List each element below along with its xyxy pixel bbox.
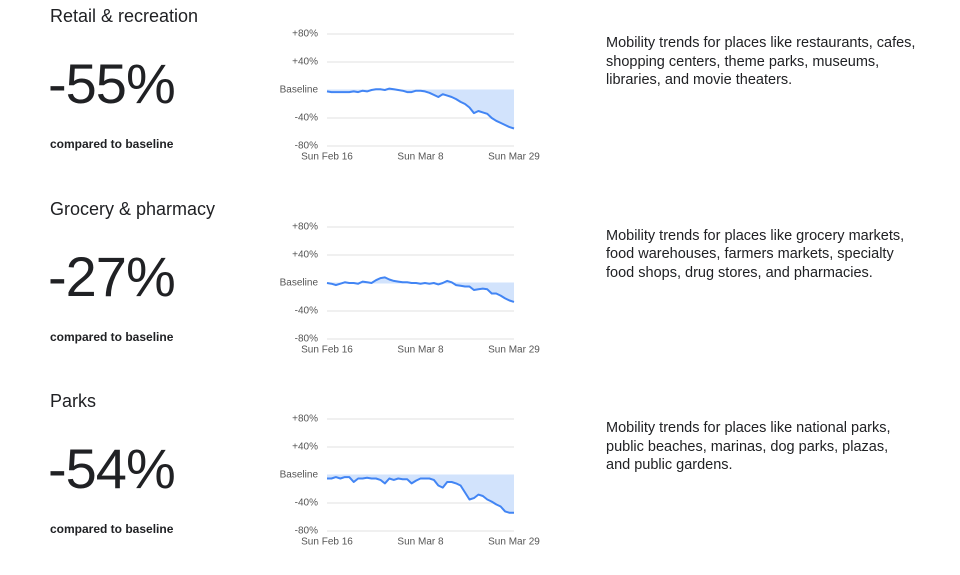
line	[327, 476, 514, 514]
y-tick-label: -40%	[295, 305, 318, 316]
x-tick-label: Sun Mar 29	[488, 537, 540, 548]
description: Mobility trends for places like grocery …	[606, 227, 905, 281]
y-tick-label: -40%	[295, 113, 318, 124]
page: Retail & recreation -55% compared to basel…	[0, 0, 960, 548]
y-tick-label: -40%	[295, 498, 318, 509]
headline-value: -54%	[48, 437, 176, 500]
y-tick-label: +80%	[292, 221, 318, 232]
y-tick-label: Baseline	[280, 85, 319, 96]
y-tick-label: +80%	[292, 29, 318, 40]
panel: Parks -54% compared to baseline Mobility tr…	[0, 385, 960, 575]
panel: Retail & recreation -55% compared to basel…	[0, 0, 960, 190]
y-tick-label: -80%	[295, 141, 318, 152]
x-tick-label: Sun Mar 29	[488, 344, 540, 355]
y-tick-label: +80%	[292, 414, 318, 425]
x-tick-label: Sun Feb 16	[301, 537, 353, 548]
x-tick-label: Sun Feb 16	[301, 152, 353, 163]
y-tick-label: -80%	[295, 526, 318, 537]
y-tick-label: -80%	[295, 333, 318, 344]
description: Mobility trends for places like restaura…	[606, 35, 916, 88]
area	[327, 88, 514, 129]
y-tick-label: Baseline	[280, 470, 319, 481]
area	[327, 475, 514, 513]
subtitle: compared to baseline	[50, 137, 174, 151]
x-tick-label: Sun Mar 8	[397, 152, 444, 163]
section-title: Retail & recreation	[50, 6, 199, 26]
subtitle: compared to baseline	[50, 522, 174, 536]
line	[326, 275, 515, 303]
area	[327, 276, 514, 302]
y-tick-label: +40%	[292, 442, 318, 453]
headline-value: -27%	[48, 244, 176, 308]
section-title: Parks	[50, 391, 97, 411]
y-tick-label: +40%	[292, 57, 318, 68]
panel: Grocery & pharmacy -27% compared to baseli…	[0, 193, 960, 383]
description: Mobility trends for places like national…	[606, 420, 891, 473]
chart: +80% +40% Baseline -40% -80%Sun Feb 16 Sun Ma…	[280, 221, 541, 355]
chart: +80% +40% Baseline -40% -80%Sun Feb 16 Sun Ma…	[280, 29, 541, 163]
section-title: Grocery & pharmacy	[50, 198, 216, 219]
chart: +80% +40% Baseline -40% -80%Sun Feb 16 Sun Ma…	[280, 414, 541, 548]
x-tick-label: Sun Mar 29	[488, 152, 540, 163]
line	[326, 87, 515, 130]
y-tick-label: +40%	[292, 249, 318, 260]
headline-value: -55%	[48, 52, 176, 115]
x-tick-label: Sun Feb 16	[301, 344, 353, 355]
y-tick-label: Baseline	[280, 277, 319, 288]
x-tick-label: Sun Mar 8	[397, 537, 444, 548]
x-tick-label: Sun Mar 8	[397, 344, 444, 355]
subtitle: compared to baseline	[50, 329, 174, 344]
